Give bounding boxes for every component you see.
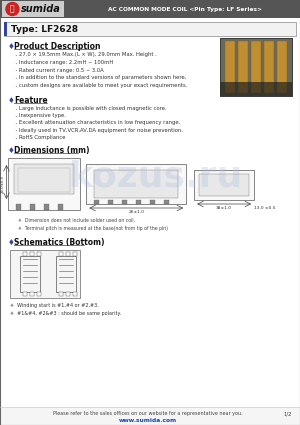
Text: custom designs are available to meet your exact requirements.: custom designs are available to meet you… — [20, 83, 188, 88]
Bar — [44, 204, 50, 210]
Text: Feature: Feature — [14, 96, 48, 105]
Text: Large inductance is possible with closed magnetic core.: Large inductance is possible with closed… — [20, 106, 167, 111]
Bar — [59, 292, 63, 296]
Bar — [122, 200, 127, 204]
Bar — [14, 164, 74, 194]
Text: Ideally used in TV,VCR,AV,DA equipment for noise prevention.: Ideally used in TV,VCR,AV,DA equipment f… — [20, 128, 183, 133]
Bar — [30, 204, 35, 210]
Bar — [86, 164, 186, 204]
Bar — [20, 256, 40, 292]
Bar — [4, 22, 8, 36]
Text: ·: · — [14, 120, 17, 129]
Bar — [277, 41, 287, 93]
Text: ·: · — [14, 52, 17, 61]
Text: ·: · — [14, 60, 17, 69]
Text: ·: · — [14, 68, 17, 76]
Text: ·: · — [14, 128, 17, 136]
Text: ·: · — [14, 135, 17, 144]
Text: sumida: sumida — [20, 4, 60, 14]
Bar — [150, 200, 155, 204]
Bar — [18, 168, 70, 192]
Text: 27.0 × 19.5mm Max.(L × W), 29.0mm Max. Height .: 27.0 × 19.5mm Max.(L × W), 29.0mm Max. H… — [20, 52, 157, 57]
Text: 13.0 ±0.5: 13.0 ±0.5 — [254, 206, 276, 210]
Text: Inexpensive type.: Inexpensive type. — [20, 113, 66, 118]
Bar — [11, 250, 80, 298]
Bar — [66, 292, 70, 296]
Bar — [8, 158, 80, 210]
Bar — [1, 0, 300, 18]
Text: kozus.ru: kozus.ru — [69, 159, 242, 193]
Text: ✳  #1&#4, #2&#3 : should be same polarity.: ✳ #1&#4, #2&#3 : should be same polarity… — [11, 311, 122, 316]
Bar — [73, 252, 77, 256]
Bar — [264, 41, 274, 93]
Text: ♦: ♦ — [8, 42, 14, 51]
Bar — [73, 292, 77, 296]
Circle shape — [6, 3, 19, 15]
Bar — [16, 204, 21, 210]
Text: 26.0±0.5: 26.0±0.5 — [0, 175, 4, 193]
Text: Ⓢ: Ⓢ — [10, 5, 15, 14]
Bar — [225, 41, 235, 93]
Bar — [136, 200, 141, 204]
Bar — [220, 82, 292, 96]
Bar — [38, 252, 41, 256]
Text: ♦: ♦ — [8, 146, 14, 155]
Bar — [194, 170, 254, 200]
Bar — [238, 41, 248, 93]
Bar — [220, 38, 292, 96]
Bar — [38, 292, 41, 296]
Text: ✳  Dimension does not include solder used on coil.: ✳ Dimension does not include solder used… — [18, 218, 136, 223]
Bar — [164, 200, 169, 204]
Bar — [66, 252, 70, 256]
Text: ✳  Winding start is #1,#4 or #2,#3.: ✳ Winding start is #1,#4 or #2,#3. — [11, 303, 99, 308]
Text: 1/2: 1/2 — [284, 411, 292, 416]
Bar — [23, 292, 27, 296]
Text: Excellent attenuation characteristics in low frequency range.: Excellent attenuation characteristics in… — [20, 120, 181, 125]
Text: RoHS Compliance: RoHS Compliance — [20, 135, 66, 140]
Text: Product Description: Product Description — [14, 42, 101, 51]
Text: ♦: ♦ — [8, 238, 14, 247]
Text: Rated current range: 0.5 ~ 3.0A: Rated current range: 0.5 ~ 3.0A — [20, 68, 104, 73]
Text: ·: · — [14, 113, 17, 122]
Text: Please refer to the sales offices on our website for a representative near you.: Please refer to the sales offices on our… — [53, 411, 243, 416]
Text: ♦: ♦ — [8, 96, 14, 105]
Text: Schematics (Bottom): Schematics (Bottom) — [14, 238, 105, 247]
Bar — [199, 174, 249, 196]
Text: Type: LF2628: Type: LF2628 — [11, 25, 79, 34]
Bar — [23, 252, 27, 256]
Bar — [58, 204, 63, 210]
Text: ·: · — [14, 106, 17, 115]
Text: Inductance range: 2.2mH ~ 100mH: Inductance range: 2.2mH ~ 100mH — [20, 60, 114, 65]
Bar — [94, 200, 99, 204]
Bar — [59, 252, 63, 256]
Text: ✳  Terminal pitch is measured at the base(not from tip of the pin): ✳ Terminal pitch is measured at the base… — [18, 226, 168, 231]
Bar — [251, 41, 261, 93]
Text: In addition to the standard versions of parameters shown here,: In addition to the standard versions of … — [20, 75, 187, 80]
Bar — [2, 1, 64, 17]
Bar — [30, 292, 34, 296]
Text: ·: · — [14, 83, 17, 92]
Text: Dimensions (mm): Dimensions (mm) — [14, 146, 90, 155]
Text: www.sumida.com: www.sumida.com — [119, 417, 177, 422]
Bar — [220, 38, 292, 96]
Bar — [108, 200, 113, 204]
Bar — [1, 407, 300, 425]
Bar — [30, 252, 34, 256]
Text: 26±1.0: 26±1.0 — [128, 210, 144, 214]
Text: 38±1.0: 38±1.0 — [216, 206, 232, 210]
Bar — [94, 170, 178, 198]
Bar — [4, 22, 296, 36]
Bar — [56, 256, 76, 292]
Text: ·: · — [14, 75, 17, 85]
Text: AC COMMON MODE COIL <Pin Type: LF Series>: AC COMMON MODE COIL <Pin Type: LF Series… — [108, 6, 262, 11]
